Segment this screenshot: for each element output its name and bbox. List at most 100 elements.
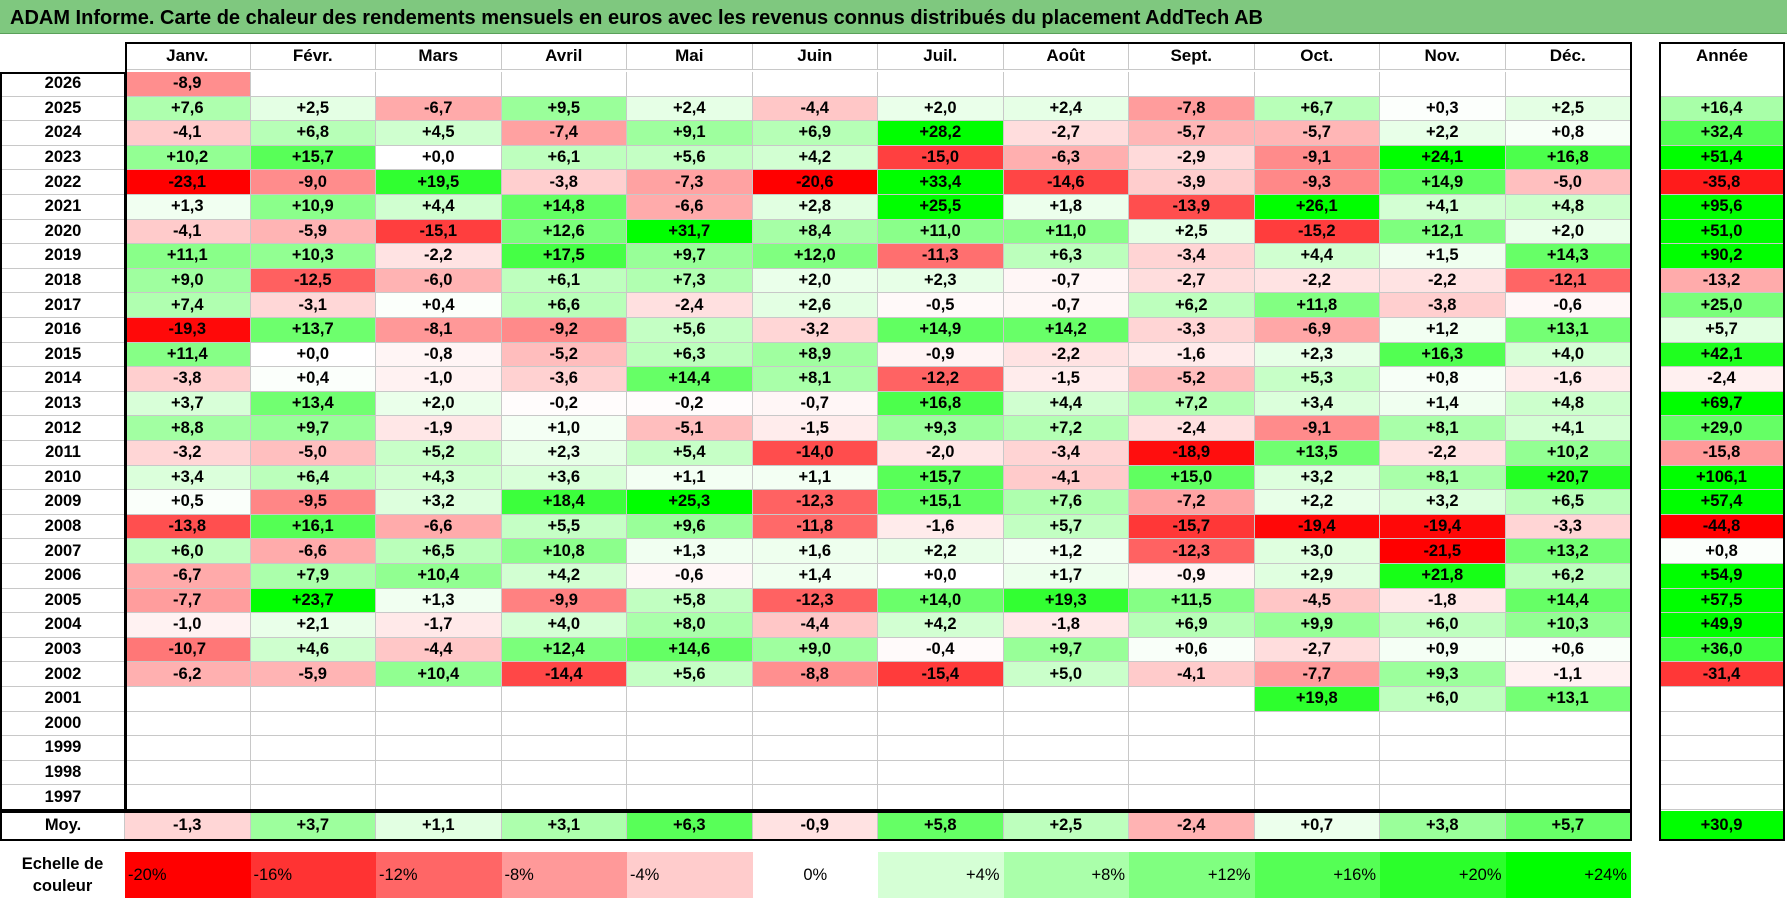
heat-cell: +1,4 [752, 564, 878, 589]
heat-cell: +6,1 [501, 145, 627, 171]
scale-step: +12% [1129, 852, 1255, 898]
heat-cell: +2,4 [1003, 96, 1129, 122]
heat-cell: -4,5 [1254, 588, 1380, 614]
heat-cell: +1,3 [627, 539, 753, 564]
heat-cell: +6,7 [1254, 96, 1380, 122]
year-label: 2014 [2, 367, 125, 392]
heat-cell [1003, 72, 1129, 97]
heat-cell: +5,4 [627, 441, 753, 466]
heat-cell [376, 711, 502, 737]
heat-cell: +0,3 [1380, 96, 1506, 122]
heat-cell: +2,6 [752, 293, 878, 318]
heat-cell: +14,6 [627, 637, 753, 663]
heat-cell: +14,8 [501, 195, 627, 220]
heat-cell [250, 687, 376, 712]
scale-step: +4% [878, 852, 1004, 898]
heat-cell [752, 785, 878, 810]
heat-cell: +14,0 [878, 588, 1004, 614]
heat-cell: +1,3 [125, 195, 251, 220]
scale-step: -4% [627, 852, 753, 898]
heat-cell: -14,6 [1003, 170, 1129, 195]
heat-cell: +9,1 [627, 121, 753, 146]
heat-cell: -14,4 [501, 662, 627, 687]
heat-cell: +25,3 [627, 490, 753, 515]
heat-cell: +33,4 [878, 170, 1004, 195]
heat-cell: +6,0 [1380, 613, 1506, 638]
heat-cell: +2,5 [1505, 96, 1631, 122]
heat-cell: +4,2 [752, 145, 878, 171]
heat-cell [125, 711, 251, 737]
heat-cell [501, 736, 627, 761]
heat-cell: +7,6 [1003, 490, 1129, 515]
year-label: 2010 [2, 465, 125, 491]
heat-cell: -1,6 [1505, 367, 1631, 392]
heat-cell: -7,8 [1129, 96, 1255, 122]
heat-cell: -4,1 [125, 219, 251, 245]
heat-cell [752, 72, 878, 97]
heat-cell: -20,6 [752, 170, 878, 195]
heat-cell: +8,4 [752, 219, 878, 245]
year-label: 1999 [2, 736, 125, 761]
year-label: 2002 [2, 662, 125, 687]
heat-cell: +4,4 [1254, 244, 1380, 269]
month-header: Sept. [1129, 42, 1255, 70]
heat-cell: -0,7 [1003, 293, 1129, 318]
year-label: 2026 [2, 72, 125, 97]
heat-cell: +5,6 [627, 662, 753, 687]
heat-cell: -7,3 [627, 170, 753, 195]
annual-cell: +36,0 [1659, 637, 1785, 663]
heat-cell: +2,9 [1254, 564, 1380, 589]
heat-cell: +4,5 [376, 121, 502, 146]
heat-cell: -5,9 [250, 662, 376, 687]
heat-cell: +3,4 [125, 465, 251, 491]
heat-cell: +12,4 [501, 637, 627, 663]
heat-cell [250, 736, 376, 761]
heat-cell: -15,7 [1129, 514, 1255, 540]
heat-cell: -12,1 [1505, 268, 1631, 294]
annual-cell: +0,8 [1659, 539, 1785, 564]
heat-cell: +6,4 [250, 465, 376, 491]
heat-cell [501, 687, 627, 712]
heat-cell: +3,2 [376, 490, 502, 515]
heat-cell: -6,9 [1254, 318, 1380, 343]
heat-cell: -2,4 [627, 293, 753, 318]
annual-cell: +57,4 [1659, 490, 1785, 515]
month-header: Juin [752, 42, 878, 70]
average-cell: +0,7 [1254, 811, 1380, 841]
heat-cell: +4,2 [501, 564, 627, 589]
heat-cell [250, 72, 376, 97]
heat-cell: +2,4 [627, 96, 753, 122]
heat-cell [627, 760, 753, 786]
heat-cell: -4,1 [1003, 465, 1129, 491]
heat-cell: +15,1 [878, 490, 1004, 515]
scale-step: -12% [376, 852, 502, 898]
heat-cell: +2,3 [878, 268, 1004, 294]
heat-cell: +6,2 [1505, 564, 1631, 589]
year-label: 2009 [2, 490, 125, 515]
heat-cell: +28,2 [878, 121, 1004, 146]
heat-cell: -1,8 [1003, 613, 1129, 638]
heat-cell: +5,8 [627, 588, 753, 614]
heat-cell: +3,6 [501, 465, 627, 491]
annual-cell: +16,4 [1659, 96, 1785, 122]
heat-cell [1254, 760, 1380, 786]
heat-cell [125, 687, 251, 712]
heat-cell: -1,0 [376, 367, 502, 392]
heat-cell [1505, 760, 1631, 786]
heat-cell: -7,7 [125, 588, 251, 614]
heat-cell [1254, 72, 1380, 97]
heat-cell [878, 72, 1004, 97]
year-label: 2016 [2, 318, 125, 343]
heat-cell [627, 711, 753, 737]
heat-cell: +7,2 [1003, 416, 1129, 441]
annual-cell [1659, 687, 1785, 712]
annual-cell: +32,4 [1659, 121, 1785, 146]
heat-cell: -4,4 [752, 613, 878, 638]
heat-cell: +12,0 [752, 244, 878, 269]
heat-cell: -0,6 [627, 564, 753, 589]
heat-cell [1129, 785, 1255, 810]
heat-cell: -9,2 [501, 318, 627, 343]
heat-cell: +25,5 [878, 195, 1004, 220]
heat-cell: +6,3 [627, 342, 753, 368]
heat-cell: +8,9 [752, 342, 878, 368]
